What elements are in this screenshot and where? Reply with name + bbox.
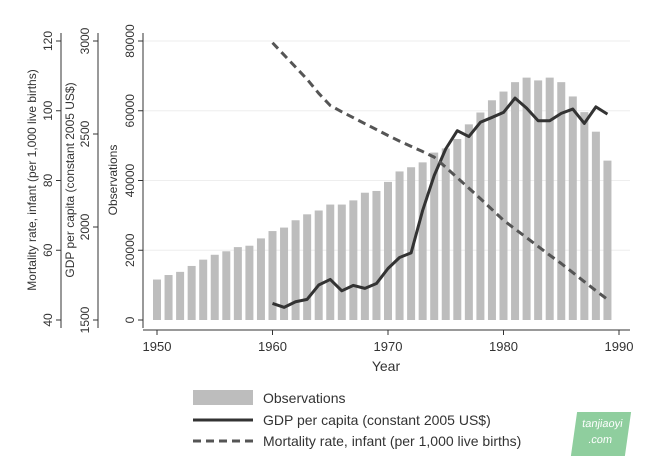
y-tick-label-observations: 20000 xyxy=(123,233,137,267)
bar-1962 xyxy=(291,220,300,320)
bar-1969 xyxy=(372,190,381,320)
y-tick-label-mortality: 80 xyxy=(41,174,55,188)
y-axis-title-gdp: GDP per capita (constant 2005 US$) xyxy=(63,82,77,277)
bar-1986 xyxy=(568,96,577,320)
bar-1967 xyxy=(349,200,358,320)
bar-1977 xyxy=(464,124,473,320)
y-tick-label-observations: 80000 xyxy=(123,24,137,58)
bar-1965 xyxy=(326,204,335,320)
bar-1989 xyxy=(603,160,612,320)
bar-1956 xyxy=(222,251,231,320)
bar-1952 xyxy=(176,271,185,320)
observation-bars xyxy=(153,77,612,321)
bar-1963 xyxy=(303,214,312,320)
legend-label-observations: Observations xyxy=(263,390,345,406)
y-tick-label-observations: 60000 xyxy=(123,94,137,128)
bar-1968 xyxy=(360,192,369,320)
bar-1961 xyxy=(280,227,289,320)
legend-label-mortality: Mortality rate, infant (per 1,000 live b… xyxy=(263,433,521,449)
bar-1964 xyxy=(314,210,323,320)
bar-1987 xyxy=(580,112,589,321)
bar-1980 xyxy=(499,91,508,320)
bar-1985 xyxy=(557,82,566,320)
x-tick-label: 1960 xyxy=(258,339,287,354)
bar-1981 xyxy=(511,82,520,320)
y-tick-label-mortality: 100 xyxy=(41,100,55,120)
y-axis-title-observations: Observations xyxy=(106,145,120,216)
bar-1984 xyxy=(545,77,554,321)
bar-1970 xyxy=(384,181,392,320)
bar-1976 xyxy=(453,138,462,320)
legend-swatch-observations xyxy=(193,390,253,405)
bar-1972 xyxy=(407,167,416,320)
bar-1955 xyxy=(210,254,219,320)
y-tick-label-mortality: 120 xyxy=(41,31,55,51)
bar-1953 xyxy=(187,265,196,320)
y-axis-title-mortality: Mortality rate, infant (per 1,000 live b… xyxy=(25,69,39,290)
x-tick-label: 1950 xyxy=(143,339,172,354)
y-tick-label-gdp: 3000 xyxy=(78,27,92,54)
bar-1966 xyxy=(337,204,346,320)
legend: Observations GDP per capita (constant 20… xyxy=(193,390,521,449)
axes: 1950 1960 1970 1980 1990 0 20000 40000 60000 8000… xyxy=(41,24,633,354)
y-tick-label-observations: 40000 xyxy=(123,163,137,197)
bar-1959 xyxy=(256,238,265,320)
gdp-line xyxy=(272,96,609,309)
bar-1954 xyxy=(199,259,208,320)
y-tick-label-gdp: 1500 xyxy=(78,306,92,333)
y-tick-label-mortality: 40 xyxy=(41,313,55,327)
watermark-domain: .com xyxy=(587,434,613,446)
x-tick-label: 1970 xyxy=(374,339,403,354)
bar-1957 xyxy=(233,247,242,320)
x-axis-title: Year xyxy=(372,358,401,374)
bar-1958 xyxy=(245,245,254,320)
mortality-line xyxy=(271,41,609,301)
bar-1960 xyxy=(268,231,277,320)
bar-1973 xyxy=(418,162,427,320)
bar-1971 xyxy=(395,171,404,320)
y-tick-label-gdp: 2500 xyxy=(78,120,92,147)
watermark: tanjiaoyi .com xyxy=(570,412,632,456)
bar-1950 xyxy=(153,279,161,320)
bar-1983 xyxy=(534,80,543,320)
bar-1978 xyxy=(476,112,485,321)
bar-1974 xyxy=(430,152,439,320)
bar-1988 xyxy=(591,131,600,320)
x-tick-label: 1980 xyxy=(489,339,518,354)
series-lines xyxy=(271,41,609,309)
legend-label-gdp: GDP per capita (constant 2005 US$) xyxy=(263,412,491,428)
x-tick-label: 1990 xyxy=(605,339,634,354)
y-tick-label-gdp: 2000 xyxy=(78,213,92,240)
y-tick-label-observations: 0 xyxy=(123,316,137,323)
watermark-text: tanjiaoyi xyxy=(581,418,624,430)
bar-1951 xyxy=(164,275,173,320)
bar-1975 xyxy=(441,148,450,320)
bar-1982 xyxy=(522,77,531,321)
y-tick-label-mortality: 60 xyxy=(41,243,55,257)
